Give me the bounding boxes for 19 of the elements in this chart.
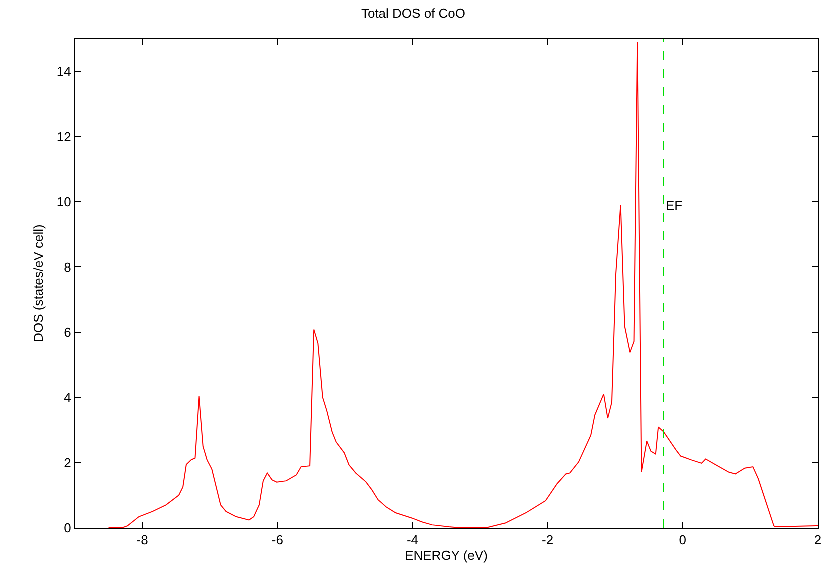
chart-title: Total DOS of CoO: [361, 6, 466, 21]
ref-line-label: EF: [666, 198, 683, 213]
y-tick-label: 6: [64, 324, 72, 340]
y-tick-label: 0: [64, 520, 72, 536]
x-tick-label: -2: [542, 532, 554, 548]
y-tick-label: 4: [64, 390, 72, 406]
x-tick-label: -4: [406, 532, 419, 548]
y-tick-label: 14: [56, 64, 72, 80]
line-series: [108, 42, 818, 528]
x-tick-label: 2: [814, 532, 822, 548]
y-tick-label: 12: [56, 129, 72, 144]
x-tick-label: -8: [136, 532, 148, 548]
y-tick-label: 2: [64, 455, 72, 470]
x-axis-title: ENERGY (eV): [405, 548, 488, 564]
y-axis-title: DOS (states/eV cell): [30, 224, 46, 342]
y-tick-label: 10: [56, 194, 72, 210]
y-tick-label: 8: [64, 260, 72, 275]
x-tick-label: -6: [272, 532, 284, 548]
x-tick-label: 0: [679, 532, 687, 548]
